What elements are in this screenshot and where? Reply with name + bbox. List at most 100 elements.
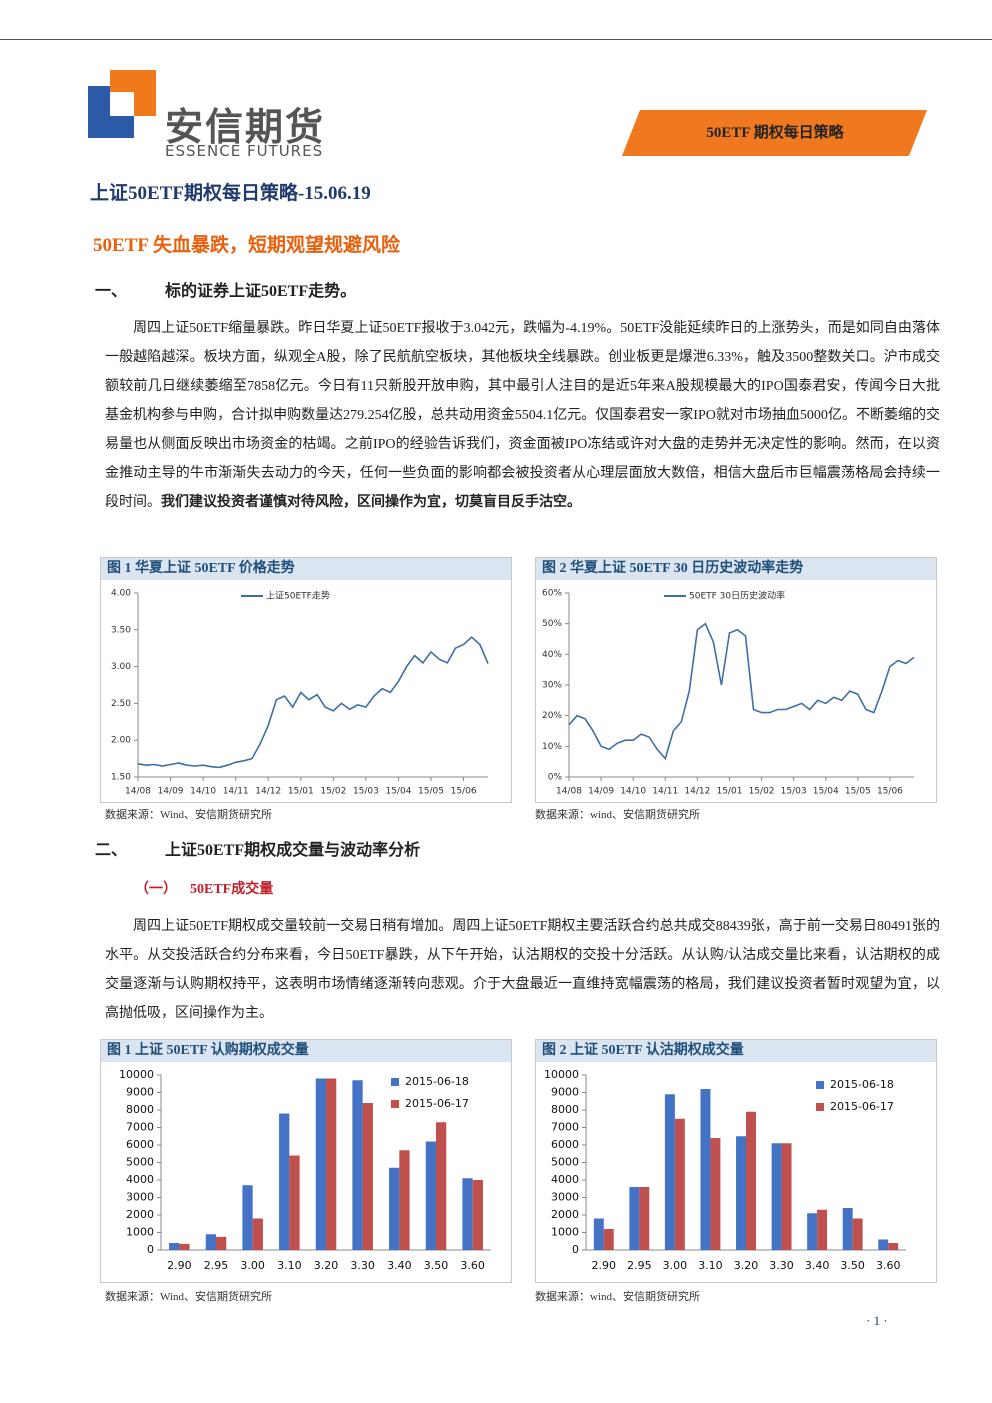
y-tick-label: 2000 [126,1208,154,1221]
x-tick-label: 14/10 [620,787,646,797]
bar [771,1143,782,1250]
legend-label: 2015-06-17 [405,1097,469,1110]
bar [362,1103,373,1250]
legend-label: 2015-06-18 [830,1078,894,1091]
x-tick-label: 15/06 [451,787,477,797]
y-tick-label: 40% [542,650,562,660]
y-tick-label: 9000 [551,1086,579,1099]
y-tick-label: 3.00 [111,662,131,672]
legend-swatch [391,1078,399,1086]
bar [289,1155,300,1250]
source: 数据来源：Wind、安信期货研究所 [105,1291,272,1303]
doc-title: 上证50ETF期权每日策略-15.06.19 [90,183,371,204]
legend-label: 上证50ETF走势 [266,590,330,602]
x-tick-label: 2.90 [167,1259,192,1272]
logo-en: ESSENCE FUTURES [165,142,324,160]
y-tick-label: 4000 [126,1173,154,1186]
x-tick-label: 14/09 [158,787,184,797]
bar [326,1078,337,1250]
bar [746,1111,756,1250]
x-tick-label: 15/01 [288,787,314,797]
bar [888,1243,899,1250]
y-tick-label: 5000 [551,1156,579,1169]
chart: 1.50 2.00 2.50 3.00 3.50 4.00 14/08 14/09 14/10 1… [111,589,489,797]
bar [736,1136,746,1250]
bar [169,1243,180,1250]
page-number: · 1 · [866,1313,888,1328]
x-tick-label: 15/04 [813,787,839,797]
bar [399,1150,410,1250]
x-tick-label: 14/08 [125,787,151,797]
logo-mark [88,70,156,138]
bar [878,1239,889,1250]
y-tick-label: 1000 [126,1226,154,1239]
legend-swatch [816,1103,824,1111]
bold-text: 我们建议投资者谨慎对待风险，区间操作为宜，切莫盲目反手沽空。 [161,495,581,510]
x-tick-label: 3.40 [387,1259,412,1272]
y-tick-label: 1.50 [111,773,131,783]
x-tick-label: 3.10 [698,1259,723,1272]
y-tick-label: 50% [542,619,562,629]
x-tick-label: 15/03 [353,787,379,797]
section-heading: 上证50ETF期权成交量与波动率分析 [165,842,421,859]
chart: 0 1000 2000 3000 4000 5000 6000 7000 8000 9000 100… [119,1068,491,1272]
x-tick-label: 14/10 [190,787,216,797]
figure-caption: 图 2 华夏上证 50ETF 30 日历史波动率走势 [536,558,936,580]
y-tick-label: 30% [542,681,562,691]
bar [807,1213,818,1250]
text: 周四上证50ETF缩量暴跌。昨日华夏上证50ETF报收于3.042元，跌幅为-4… [105,321,940,510]
x-tick-label: 2.95 [204,1259,229,1272]
figure: 图 2 华夏上证 50ETF 30 日历史波动率走势 0% 10% 20% 30% 40… [535,557,937,803]
x-tick-label: 3.00 [240,1259,265,1272]
figure: 图 1 华夏上证 50ETF 价格走势 1.50 2.00 2.50 3.00 3.50… [100,557,512,803]
y-tick-label: 7000 [551,1121,579,1134]
bar [462,1178,473,1250]
x-tick-label: 3.20 [734,1259,759,1272]
bar [603,1229,614,1250]
legend-swatch [816,1081,824,1089]
bar [389,1167,400,1250]
x-tick-label: 14/11 [652,787,678,797]
y-tick-label: 7000 [126,1121,154,1134]
bar [252,1218,263,1250]
logo-cn: 安信期货 [165,105,326,149]
bar [242,1185,253,1250]
bar [352,1080,363,1250]
y-tick-label: 20% [542,711,562,721]
bar [593,1218,604,1250]
y-tick-label: 1000 [551,1226,579,1239]
y-tick-label: 3000 [551,1191,579,1204]
bar [315,1078,326,1250]
source: 数据来源：Wind、安信期货研究所 [105,809,272,821]
chart: 0 1000 2000 3000 4000 5000 6000 7000 8000 9000 100… [544,1068,906,1272]
y-tick-label: 3000 [126,1191,154,1204]
x-tick-label: 15/01 [716,787,742,797]
x-tick-label: 15/05 [845,787,871,797]
line-series [568,622,915,761]
paragraph: 周四上证50ETF期权成交量较前一交易日稍有增加。周四上证50ETF期权主要活跃… [105,919,940,1021]
bar [674,1118,685,1250]
bar [425,1141,436,1250]
bar [781,1143,792,1250]
bar [852,1218,863,1250]
bar [664,1094,675,1250]
figure-caption: 图 1 华夏上证 50ETF 价格走势 [101,558,511,580]
legend-label: 50ETF 30日历史波动率 [689,590,785,602]
x-tick-label: 3.00 [663,1259,688,1272]
x-tick-label: 3.50 [424,1259,449,1272]
subsection-number: （一） [135,882,177,897]
chart: 0% 10% 20% 30% 40% 50% 60% 14/08 14/09 14/10 14/11… [542,589,915,797]
x-tick-label: 2.90 [592,1259,617,1272]
legend-swatch [391,1100,399,1108]
y-tick-label: 10000 [119,1068,154,1081]
bar [216,1236,227,1250]
y-tick-label: 6000 [126,1138,154,1151]
figure-caption: 图 1 上证 50ETF 认购期权成交量 [101,1040,511,1062]
x-tick-label: 3.50 [840,1259,865,1272]
bar [639,1187,650,1250]
y-tick-label: 10% [542,742,562,752]
y-tick-label: 4.00 [111,589,131,599]
bar [817,1209,828,1250]
bar [205,1234,216,1250]
x-tick-label: 15/02 [320,787,346,797]
